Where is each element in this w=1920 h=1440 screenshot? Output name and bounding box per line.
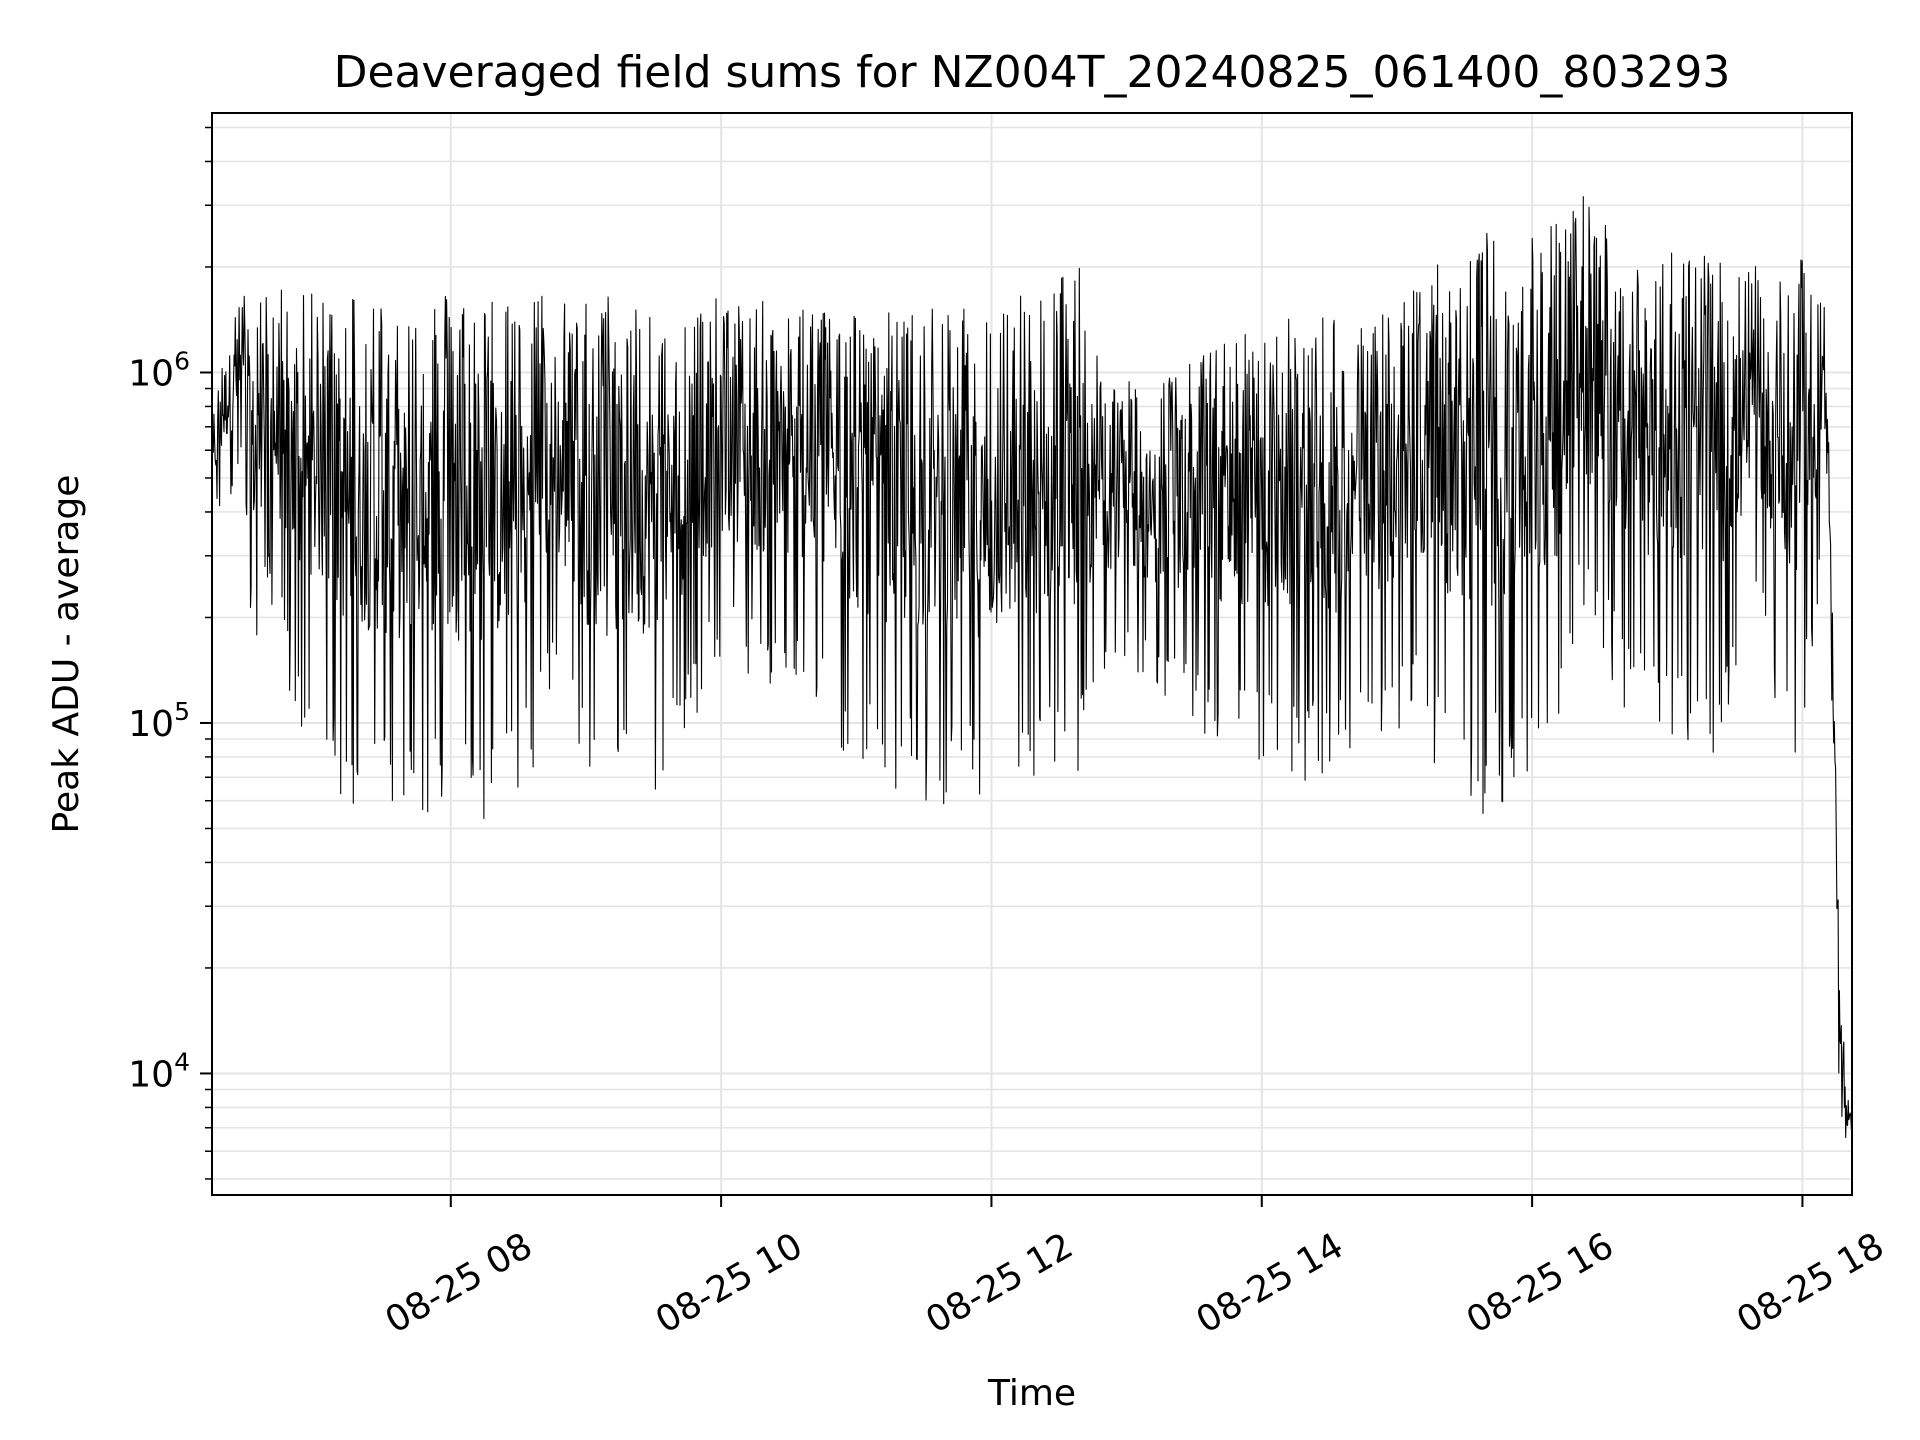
y-tick-label: 106 — [128, 346, 190, 394]
x-tick-label: 08-25 18 — [1730, 1225, 1891, 1341]
x-tick-label: 08-25 14 — [1190, 1225, 1351, 1341]
x-tick-label: 08-25 16 — [1460, 1225, 1621, 1341]
plot-frame — [211, 112, 1853, 1196]
x-tick-label: 08-25 10 — [649, 1225, 810, 1341]
x-axis-ticks: 08-25 08 08-25 10 08-25 12 08-25 14 08-25 16… — [379, 1195, 1891, 1342]
y-tick-label: 105 — [128, 697, 190, 745]
series-line — [211, 196, 1853, 1139]
series-polyline — [211, 196, 1853, 1139]
y-axis-ticks: 104 105 106 — [128, 126, 212, 1180]
y-axis-label: Peak ADU - average — [46, 475, 87, 834]
x-tick-label: 08-25 12 — [919, 1225, 1080, 1341]
x-tick-label: 08-25 08 — [379, 1225, 540, 1341]
y-tick-label: 104 — [128, 1047, 190, 1095]
chart-title: Deaveraged field sums for NZ004T_2024082… — [334, 47, 1731, 98]
x-axis-label: Time — [987, 1373, 1076, 1414]
